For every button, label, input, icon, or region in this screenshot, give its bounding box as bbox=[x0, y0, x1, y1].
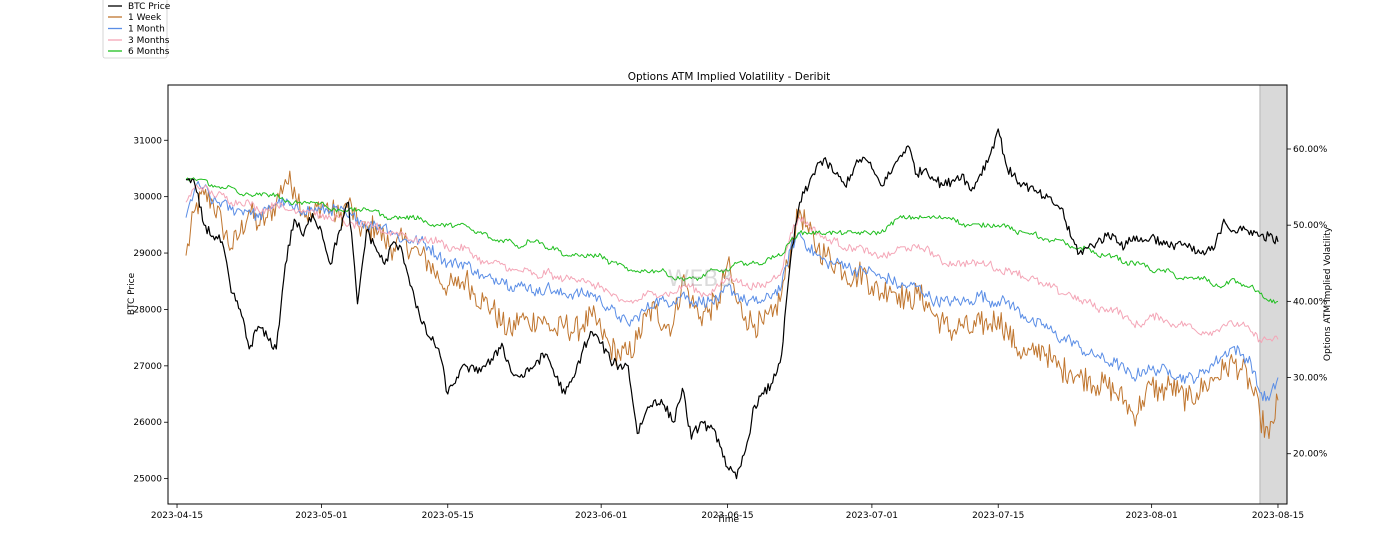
legend: BTC Price 1 Week 1 Month 3 Months 6 Mont… bbox=[102, 0, 171, 59]
y-left-tick-label: 26000 bbox=[133, 418, 162, 428]
y-right-tick-label: 20.00% bbox=[1293, 450, 1328, 460]
y-axis-right-title: Options ATM Implied Volatility bbox=[1323, 226, 1333, 361]
x-tick-label: 2023-06-01 bbox=[575, 511, 627, 521]
y-axis-left: 25000 26000 27000 28000 29000 30000 31000 bbox=[133, 136, 168, 485]
series-line-btc-price bbox=[185, 128, 1279, 480]
chart-title: Options ATM Implied Volatility - Deribit bbox=[628, 71, 831, 83]
legend-entry-1-week: 1 Week bbox=[108, 13, 162, 23]
y-left-tick-label: 29000 bbox=[133, 249, 162, 259]
shaded-region bbox=[1259, 84, 1288, 505]
y-right-tick-label: 50.00% bbox=[1293, 221, 1328, 231]
legend-label-btc-price: BTC Price bbox=[128, 2, 171, 12]
y-left-tick-label: 25000 bbox=[133, 475, 162, 485]
y-right-tick-label: 40.00% bbox=[1293, 297, 1328, 307]
y-left-tick-label: 30000 bbox=[133, 193, 162, 203]
watermark: WEB3 bbox=[668, 267, 733, 292]
series-line-6-months bbox=[185, 177, 1279, 304]
x-tick-label: 2023-07-15 bbox=[972, 511, 1024, 521]
x-tick-label: 2023-04-15 bbox=[151, 511, 203, 521]
y-left-tick-label: 28000 bbox=[133, 305, 162, 315]
y-left-tick-label: 31000 bbox=[133, 136, 162, 146]
x-axis: 2023-04-15 2023-05-01 2023-05-15 2023-06-01… bbox=[151, 504, 1304, 521]
x-axis-title: Time bbox=[716, 515, 739, 525]
legend-entry-6-months: 6 Months bbox=[108, 47, 170, 57]
y-right-tick-label: 60.00% bbox=[1293, 145, 1328, 155]
series-line-3-months bbox=[185, 184, 1279, 344]
legend-label-1-week: 1 Week bbox=[128, 13, 162, 23]
y-left-tick-label: 27000 bbox=[133, 362, 162, 372]
y-axis-right: 20.00% 30.00% 40.00% 50.00% 60.00% bbox=[1287, 145, 1328, 460]
y-right-tick-label: 30.00% bbox=[1293, 374, 1328, 384]
legend-entry-btc-price: BTC Price bbox=[108, 2, 171, 12]
legend-entry-3-months: 3 Months bbox=[108, 36, 170, 46]
x-tick-label: 2023-05-01 bbox=[295, 511, 347, 521]
y-axis-left-title: BTC Price bbox=[127, 272, 137, 315]
legend-label-6-months: 6 Months bbox=[128, 47, 170, 57]
legend-entry-1-month: 1 Month bbox=[108, 25, 165, 35]
legend-label-3-months: 3 Months bbox=[128, 36, 170, 46]
legend-label-1-month: 1 Month bbox=[128, 25, 165, 35]
x-tick-label: 2023-05-15 bbox=[422, 511, 474, 521]
x-tick-label: 2023-08-01 bbox=[1125, 511, 1177, 521]
x-tick-label: 2023-07-01 bbox=[846, 511, 898, 521]
x-tick-label: 2023-08-15 bbox=[1252, 511, 1304, 521]
x-tick-label: 2023-06-15 bbox=[701, 511, 753, 521]
plot-area bbox=[185, 84, 1288, 505]
